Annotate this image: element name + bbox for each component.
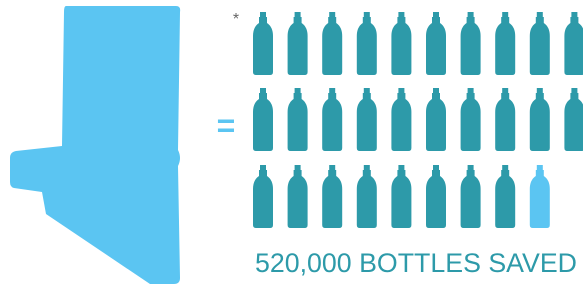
bottle-icon bbox=[391, 165, 411, 228]
bottle-icon bbox=[495, 12, 515, 75]
bottle-icon bbox=[253, 12, 273, 75]
bottle-icon bbox=[322, 12, 342, 75]
bottle-icon bbox=[461, 165, 481, 228]
equals-sign: = bbox=[217, 107, 236, 143]
bottle-icon bbox=[461, 12, 481, 75]
bottle-grid bbox=[253, 12, 583, 228]
bottle-icon bbox=[288, 12, 308, 75]
bottle-icon bbox=[426, 88, 446, 151]
bottle-icon bbox=[357, 165, 377, 228]
page: = * 520,000 BOTTLES SAVED (() => { const… bbox=[0, 0, 583, 285]
bottle-icon bbox=[461, 88, 481, 151]
infographic: = * 520,000 BOTTLES SAVED bbox=[0, 0, 583, 285]
bottle-icon bbox=[391, 88, 411, 151]
bottle-icon bbox=[530, 12, 550, 75]
bottle-icon bbox=[495, 88, 515, 151]
bottle-icon bbox=[530, 165, 550, 228]
bottle-icon bbox=[253, 165, 273, 228]
bottle-icon bbox=[288, 88, 308, 151]
bottle-icon bbox=[530, 88, 550, 151]
bottle-icon bbox=[322, 88, 342, 151]
bottle-icon bbox=[322, 165, 342, 228]
bottle-icon bbox=[253, 88, 273, 151]
bottle-icon bbox=[564, 88, 583, 151]
caption: 520,000 BOTTLES SAVED bbox=[255, 248, 577, 278]
asterisk: * bbox=[233, 11, 239, 28]
fountain bbox=[10, 6, 180, 284]
bottle-icon bbox=[564, 12, 583, 75]
bottle-icon bbox=[391, 12, 411, 75]
bottle-icon bbox=[288, 165, 308, 228]
bottle-icon bbox=[495, 165, 515, 228]
bottle-icon bbox=[357, 88, 377, 151]
bottle-icon bbox=[357, 12, 377, 75]
bottle-icon bbox=[426, 12, 446, 75]
bottle-icon bbox=[426, 165, 446, 228]
